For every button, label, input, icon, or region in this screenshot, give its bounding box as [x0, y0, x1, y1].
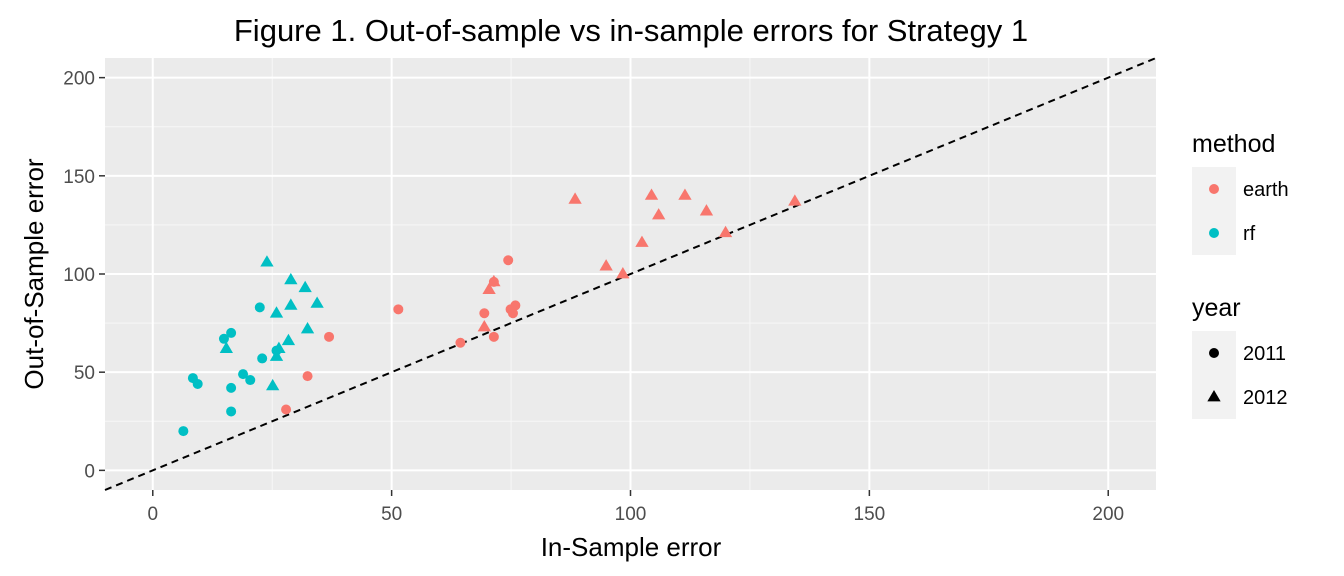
point-rf-2012	[269, 306, 284, 318]
chart-title: Figure 1. Out-of-sample vs in-sample err…	[234, 13, 1028, 48]
point-rf-2012	[272, 341, 286, 353]
legend-label-rf: rf	[1243, 223, 1256, 245]
point-earth-2011	[324, 331, 335, 342]
point-rf-2012	[310, 296, 324, 308]
point-earth-2011	[479, 308, 490, 319]
point-rf-2012	[260, 255, 274, 267]
point-rf-2012	[266, 378, 280, 391]
legend-label-2011: 2011	[1243, 343, 1286, 365]
point-earth-2012	[699, 204, 714, 216]
point-rf-2012	[300, 321, 315, 334]
reference-line	[104, 57, 1157, 491]
point-rf-2012	[269, 349, 284, 361]
data-points	[178, 188, 802, 437]
x-axis: 0 50 100 150 200	[147, 490, 1124, 525]
point-earth-2011	[507, 308, 518, 319]
point-rf-2011	[192, 378, 203, 389]
point-earth-2012	[718, 225, 733, 238]
point-earth-2011	[455, 337, 466, 348]
point-rf-2012	[281, 333, 296, 346]
point-earth-2011	[302, 371, 313, 382]
point-rf-2011	[226, 327, 237, 338]
point-rf-2012	[284, 272, 298, 285]
legend-label-2012: 2012	[1243, 387, 1288, 409]
point-earth-2012	[644, 188, 659, 200]
legend-key-earth	[1209, 184, 1219, 194]
point-rf-2012	[219, 341, 233, 353]
point-rf-2012	[298, 280, 312, 293]
point-earth-2011	[393, 304, 404, 315]
legend-key-2012	[1207, 390, 1221, 402]
point-earth-2011	[281, 404, 292, 415]
y-tick-label: 50	[74, 363, 95, 384]
y-tick-label: 100	[63, 265, 95, 286]
point-rf-2011	[218, 333, 229, 344]
x-tick-label: 0	[147, 504, 158, 525]
x-tick-label: 150	[854, 504, 886, 525]
point-earth-2012	[487, 274, 501, 287]
point-earth-2012	[568, 192, 582, 204]
point-rf-2011	[245, 375, 256, 386]
point-earth-2011	[488, 331, 499, 342]
point-earth-2012	[616, 267, 630, 279]
point-earth-2012	[678, 188, 692, 200]
legend-key-2011	[1209, 348, 1219, 358]
x-tick-label: 100	[615, 504, 647, 525]
y-tick-label: 0	[84, 461, 95, 482]
x-tick-label: 200	[1092, 504, 1124, 525]
y-axis-title: Out-of-Sample error	[19, 158, 49, 390]
point-earth-2012	[599, 259, 613, 271]
legend-title-method: method	[1192, 130, 1275, 158]
legend-title-year: year	[1192, 294, 1241, 322]
point-rf-2011	[254, 302, 265, 313]
point-earth-2012	[482, 282, 496, 295]
point-earth-2011	[503, 255, 514, 266]
point-rf-2012	[284, 298, 298, 310]
x-axis-title: In-Sample error	[541, 532, 722, 562]
point-rf-2011	[226, 382, 237, 393]
point-rf-2011	[257, 353, 268, 364]
point-earth-2012	[788, 194, 802, 206]
point-rf-2011	[178, 426, 189, 437]
point-earth-2011	[510, 300, 521, 311]
point-earth-2012	[635, 235, 649, 247]
legend-key-rf	[1209, 228, 1219, 238]
y-axis: 0 50 100 150 200	[63, 69, 105, 482]
x-tick-label: 50	[381, 504, 402, 525]
y-tick-label: 150	[63, 167, 95, 188]
legend-label-earth: earth	[1243, 179, 1289, 201]
reference-line-yx	[104, 57, 1157, 491]
point-rf-2011	[238, 369, 249, 380]
point-rf-2011	[226, 406, 237, 417]
point-earth-2012	[652, 208, 666, 220]
point-earth-2012	[477, 320, 491, 332]
y-tick-label: 200	[63, 69, 95, 90]
